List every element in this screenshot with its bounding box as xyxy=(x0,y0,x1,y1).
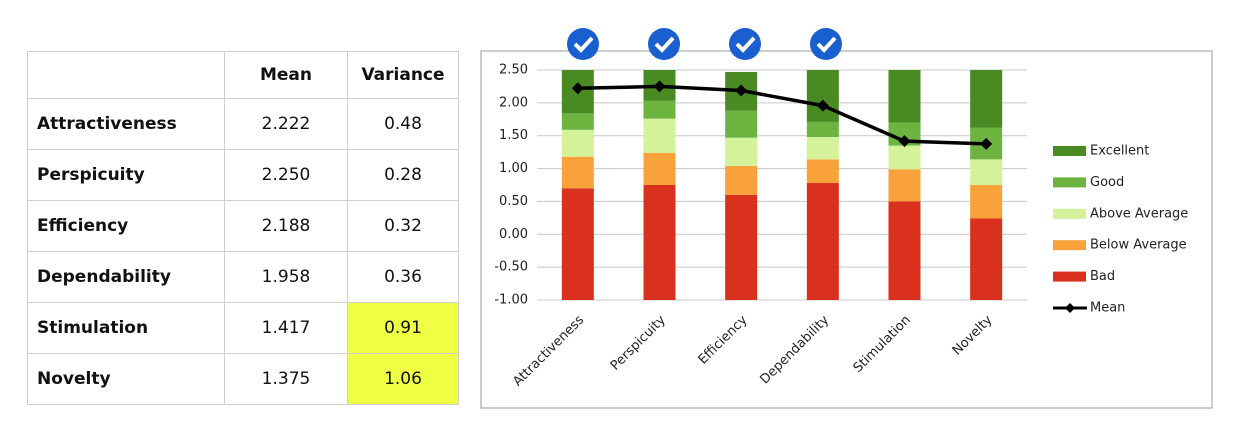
mean-marker xyxy=(571,82,584,95)
legend-label: Below Average xyxy=(1090,238,1187,253)
bar-segment xyxy=(643,100,676,119)
legend-label: Bad xyxy=(1090,269,1115,284)
mean-marker xyxy=(980,137,993,150)
bar-segment xyxy=(806,183,839,300)
legend-label: Mean xyxy=(1090,301,1125,316)
bar-segment xyxy=(725,137,758,166)
check-icons xyxy=(567,28,842,60)
table-cell: 1.375 xyxy=(224,353,348,405)
y-tick-label: 1.50 xyxy=(499,128,528,143)
x-tick-label: Stimulation xyxy=(851,313,914,376)
bar-segment xyxy=(888,201,921,300)
check-icon xyxy=(729,28,761,60)
mean-marker xyxy=(735,84,748,97)
legend-label: Good xyxy=(1090,175,1124,190)
legend-swatch xyxy=(1053,240,1086,251)
bar-segment xyxy=(970,218,1003,300)
legend-swatch xyxy=(1053,146,1086,156)
bar-segment xyxy=(970,159,1003,185)
table-row: Efficiency 2.188 0.32 xyxy=(27,200,459,252)
x-tick-label: Dependability xyxy=(757,312,832,387)
chart-frame xyxy=(480,50,1213,409)
bar-segment xyxy=(970,70,1003,128)
bar-segment xyxy=(561,129,594,157)
bar-segment xyxy=(725,110,758,138)
bar-segment xyxy=(643,152,676,185)
mean-marker xyxy=(898,135,911,148)
row-header: Perspicuity xyxy=(27,149,225,201)
mean-marker xyxy=(653,80,666,93)
bar-segment xyxy=(888,145,921,170)
bar-segment xyxy=(806,70,839,122)
table-cell: 2.188 xyxy=(224,200,348,252)
bar-segment xyxy=(725,194,758,300)
legend-swatch xyxy=(1053,271,1086,282)
y-tick-label: 0.50 xyxy=(499,194,528,209)
table-cell: 1.06 xyxy=(347,353,459,405)
bar-segment xyxy=(561,156,594,189)
check-icon xyxy=(810,28,842,60)
row-header: Stimulation xyxy=(27,302,225,354)
legend-marker xyxy=(1065,303,1075,313)
check-icon xyxy=(648,28,680,60)
table-row: Stimulation 1.417 0.91 xyxy=(27,302,459,354)
x-tick-label: Attractiveness xyxy=(510,313,587,390)
bar-segment xyxy=(643,118,676,153)
legend-label: Excellent xyxy=(1090,144,1149,159)
mean-marker xyxy=(816,99,829,112)
y-tick-label: 2.00 xyxy=(499,95,528,110)
table-cell: 0.91 xyxy=(347,302,459,354)
bar-segment xyxy=(888,70,921,123)
legend-label: Above Average xyxy=(1090,206,1188,221)
table-row: Attractiveness 2.222 0.48 xyxy=(27,98,459,150)
y-tick-label: -1.00 xyxy=(494,293,528,308)
bar-segment xyxy=(725,165,758,195)
bar-segment xyxy=(643,185,676,300)
row-header: Novelty xyxy=(27,353,225,405)
y-tick-label: 2.50 xyxy=(499,63,528,78)
bar-segment xyxy=(561,113,594,130)
check-icon xyxy=(567,28,599,60)
bar-segment xyxy=(970,185,1003,219)
check-mark xyxy=(573,36,837,53)
table-cell: 0.36 xyxy=(347,251,459,303)
bar-segment xyxy=(561,188,594,300)
row-header: Efficiency xyxy=(27,200,225,252)
x-tick-label: Novelty xyxy=(950,312,996,358)
x-tick-label: Efficiency xyxy=(696,312,751,367)
bar-segment xyxy=(888,169,921,202)
legend-swatch xyxy=(1053,208,1086,219)
legend-swatch xyxy=(1053,177,1086,188)
table-row: Perspicuity 2.250 0.28 xyxy=(27,149,459,201)
table-cell: 0.32 xyxy=(347,200,459,252)
results-table: Mean Variance Attractiveness 2.222 0.48 Persp… xyxy=(27,51,459,405)
y-tick-label: -0.50 xyxy=(494,260,528,275)
table-row: Dependability 1.958 0.36 xyxy=(27,251,459,303)
mean-line xyxy=(577,84,987,146)
x-tick-label: Perspicuity xyxy=(608,312,669,373)
row-header: Attractiveness xyxy=(27,98,225,150)
y-tick-label: 1.00 xyxy=(499,161,528,176)
y-tick-label: 0.00 xyxy=(499,227,528,242)
bar-segment xyxy=(806,121,839,138)
bar-segment xyxy=(806,159,839,184)
bar-segment xyxy=(806,137,839,160)
table-cell: 0.28 xyxy=(347,149,459,201)
table-row: Novelty 1.375 1.06 xyxy=(27,353,459,405)
table-cell: 0.48 xyxy=(347,98,459,150)
